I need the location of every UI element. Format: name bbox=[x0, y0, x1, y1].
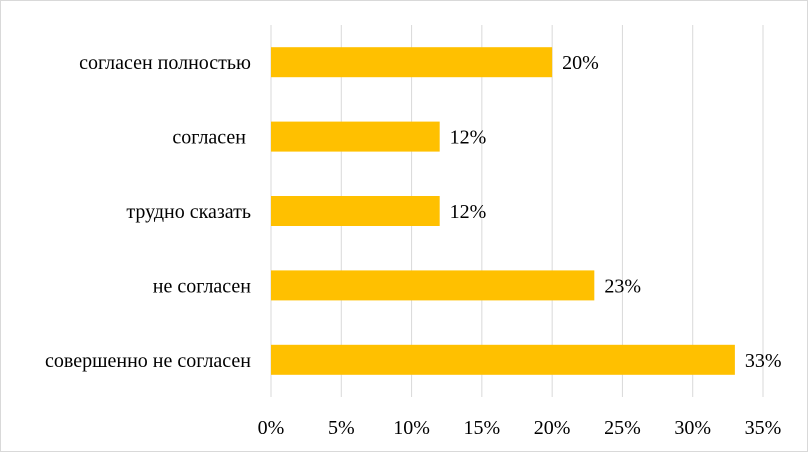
category-label-0: согласен полностью bbox=[79, 52, 251, 74]
data-label-2: 12% bbox=[450, 201, 487, 223]
data-label-1: 12% bbox=[450, 127, 487, 149]
category-label-2: трудно сказать bbox=[126, 201, 251, 223]
x-tick-label-7: 35% bbox=[745, 417, 782, 439]
x-tick-label-0: 0% bbox=[258, 417, 285, 439]
category-label-3: не согласен bbox=[153, 275, 252, 297]
category-label-1: согласен bbox=[172, 127, 251, 149]
x-tick-label-2: 10% bbox=[393, 417, 430, 439]
bar-0 bbox=[271, 47, 553, 78]
x-tick-label-3: 15% bbox=[464, 417, 501, 439]
data-label-3: 23% bbox=[604, 275, 641, 297]
bars bbox=[271, 47, 735, 375]
x-tick-label-5: 25% bbox=[604, 417, 641, 439]
bar-3 bbox=[271, 270, 595, 301]
x-tick-label-4: 20% bbox=[534, 417, 571, 439]
x-tick-label-6: 30% bbox=[674, 417, 711, 439]
x-tick-label-1: 5% bbox=[328, 417, 355, 439]
data-label-0: 20% bbox=[562, 52, 599, 74]
category-labels: согласен полностью согласен трудно сказат… bbox=[45, 52, 251, 372]
bar-1 bbox=[271, 121, 440, 152]
bar-2 bbox=[271, 196, 440, 226]
data-labels: 20% 12% 12% 23% 33% bbox=[450, 52, 782, 372]
data-label-4: 33% bbox=[745, 350, 782, 372]
bar-4 bbox=[271, 344, 735, 375]
category-label-4: совершенно не согласен bbox=[45, 350, 251, 372]
x-tick-labels: 0% 5% 10% 15% 20% 25% 30% 35% bbox=[258, 417, 782, 439]
